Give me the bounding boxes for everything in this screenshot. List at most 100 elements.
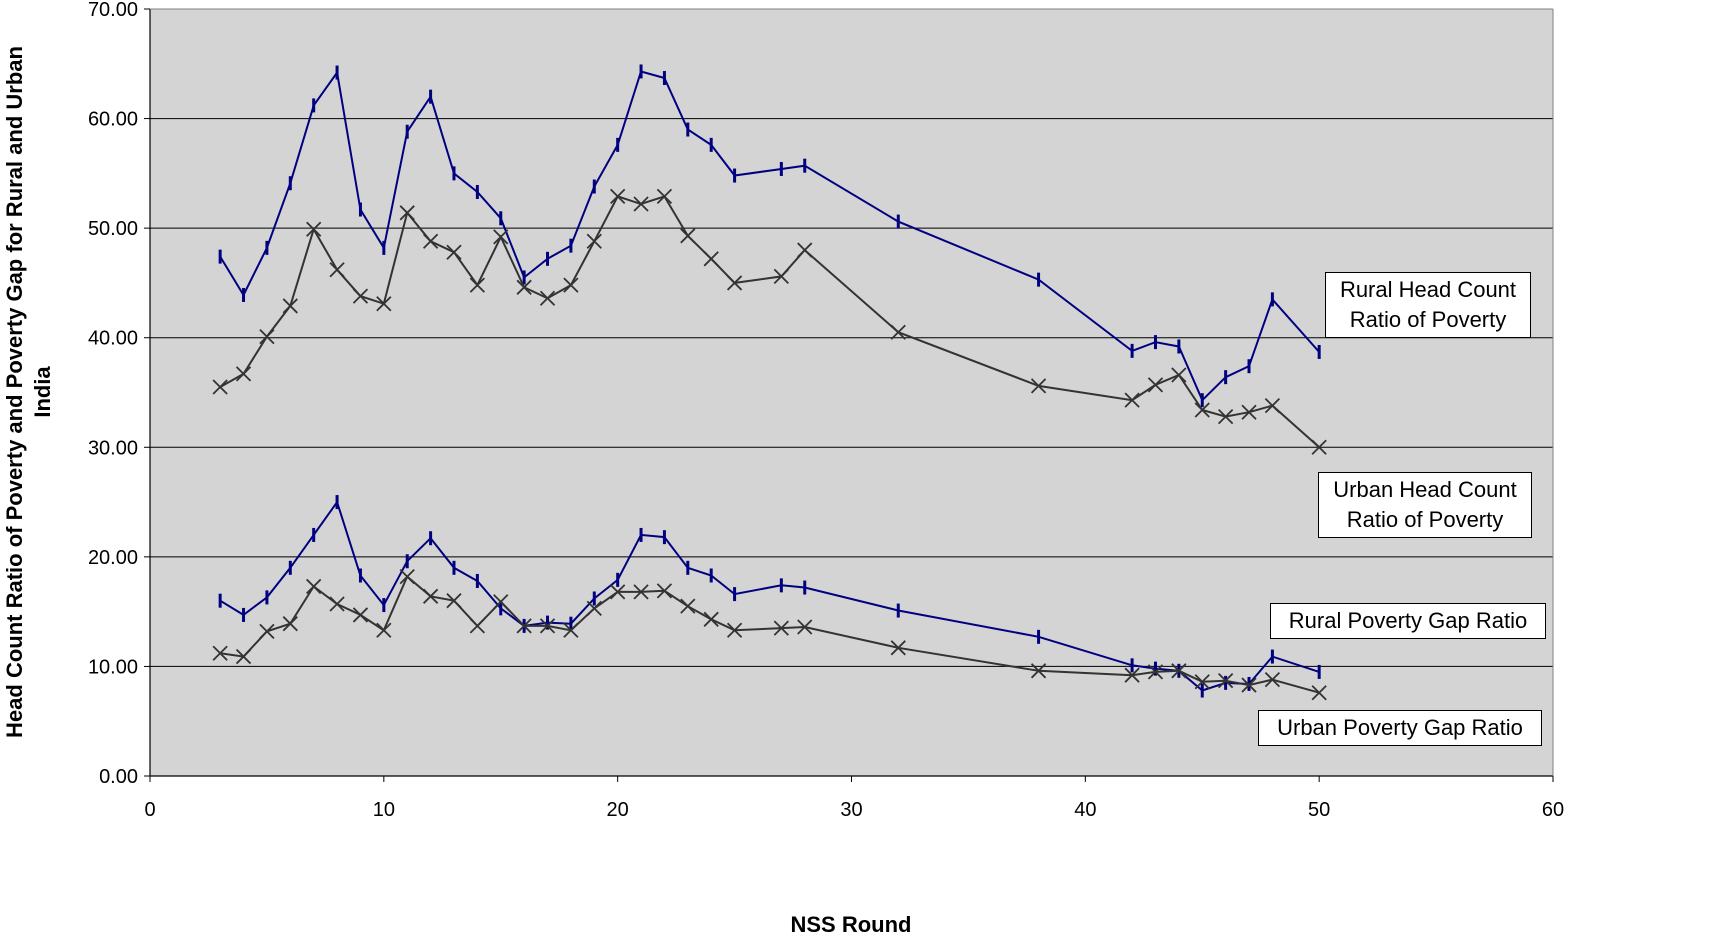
data-point-marker (446, 244, 462, 260)
data-point-marker (726, 275, 743, 291)
x-axis-title: NSS Round (791, 912, 912, 937)
data-point-marker (376, 622, 392, 638)
data-point-marker (1124, 392, 1140, 408)
data-point-marker (1171, 367, 1187, 383)
data-point-marker (352, 288, 369, 304)
data-point-marker (1217, 408, 1234, 425)
data-point-marker (1311, 685, 1327, 701)
y-tick-label: 20.00 (88, 547, 138, 569)
data-point-marker (656, 583, 673, 599)
data-point-marker (399, 568, 415, 585)
data-point-marker (422, 233, 439, 249)
data-point-marker (563, 277, 579, 293)
data-point-marker (282, 616, 298, 632)
series-group (212, 64, 1327, 701)
data-point-marker (610, 584, 626, 600)
data-point-marker (610, 188, 626, 205)
data-point-marker (1194, 402, 1210, 418)
data-point-marker (773, 268, 789, 284)
x-tick-label: 10 (373, 799, 395, 821)
data-point-marker (1217, 673, 1234, 689)
data-point-marker (1147, 664, 1164, 680)
x-tick-label: 30 (840, 799, 862, 821)
x-tick-label: 20 (607, 799, 629, 821)
data-point-marker (656, 188, 673, 205)
y-tick-label: 40.00 (88, 328, 138, 350)
data-point-marker (493, 229, 509, 245)
callout-rural-poverty-gap: Rural Poverty Gap Ratio (1270, 603, 1546, 639)
data-point-marker (633, 584, 649, 600)
y-tick-label: 60.00 (88, 109, 138, 131)
x-tick-label: 40 (1074, 799, 1096, 821)
data-point-marker (329, 596, 345, 612)
data-point-marker (1264, 671, 1281, 688)
data-point-marker (539, 290, 556, 306)
data-point-marker (773, 620, 789, 636)
data-point-marker (680, 228, 696, 244)
data-point-marker (282, 298, 298, 314)
callout-line: Ratio of Poverty (1346, 507, 1504, 532)
data-point-marker (1264, 398, 1281, 414)
data-point-marker (539, 618, 556, 634)
y-tick-label: 70.00 (88, 0, 138, 21)
data-point-marker (1311, 439, 1327, 455)
series-3 (218, 495, 1321, 698)
data-point-marker (1194, 674, 1210, 690)
y-axis-ticks: 0.00 10.00 20.00 30.00 40.00 50.00 60.00 70.00 (88, 0, 150, 788)
data-point-marker (469, 618, 486, 634)
data-point-marker (212, 379, 228, 395)
plot-area (150, 9, 1553, 776)
data-point-marker (890, 640, 906, 656)
data-point-marker (1030, 663, 1047, 679)
y-tick-label: 50.00 (88, 218, 138, 240)
series-1 (218, 64, 1321, 408)
callout-line: Urban Head Count (1333, 477, 1517, 502)
data-point-marker (516, 279, 532, 295)
data-point-marker (235, 366, 252, 382)
data-point-marker (306, 221, 322, 237)
data-point-marker (1171, 663, 1187, 679)
x-tick-label: 60 (1542, 799, 1564, 821)
data-point-marker (446, 593, 462, 609)
data-point-marker (563, 622, 579, 638)
data-point-marker (493, 594, 509, 610)
x-tick-label: 0 (144, 799, 155, 821)
data-point-marker (703, 611, 719, 627)
data-point-marker (329, 262, 345, 278)
callout-rural-head-count: Rural Head Count Ratio of Poverty (1325, 272, 1531, 338)
data-point-marker (586, 600, 602, 616)
data-point-marker (516, 618, 532, 634)
y-tick-label: 0.00 (99, 766, 138, 788)
y-axis-title-line-2: India (30, 366, 55, 418)
data-point-marker (703, 251, 719, 267)
callout-line: Rural Poverty Gap Ratio (1288, 608, 1528, 633)
data-point-marker (1124, 667, 1140, 683)
data-point-marker (352, 607, 369, 623)
data-point-marker (1241, 404, 1257, 420)
data-point-marker (1241, 677, 1257, 693)
data-point-marker (1030, 378, 1047, 394)
data-point-marker (586, 233, 602, 249)
data-point-marker (680, 598, 696, 614)
data-point-marker (259, 328, 275, 345)
x-axis-ticks: 0 10 20 30 40 50 60 (144, 776, 1564, 821)
data-point-marker (797, 242, 813, 258)
data-point-marker (726, 622, 743, 638)
callout-line: Urban Poverty Gap Ratio (1277, 715, 1523, 740)
data-point-marker (259, 623, 275, 640)
data-point-marker (469, 277, 486, 293)
data-point-marker (235, 648, 252, 665)
y-tick-label: 30.00 (88, 437, 138, 459)
data-point-marker (890, 324, 906, 340)
callout-urban-head-count: Urban Head Count Ratio of Poverty (1318, 472, 1532, 538)
data-point-marker (306, 578, 322, 595)
callout-line: Rural Head Count (1339, 277, 1517, 302)
data-point-marker (797, 619, 813, 635)
y-axis-title-line-1: Head Count Ratio of Poverty and Poverty … (2, 46, 27, 738)
callout-line: Ratio of Poverty (1349, 307, 1507, 332)
data-point-marker (1147, 377, 1164, 393)
data-point-marker (633, 196, 649, 212)
data-point-marker (399, 205, 415, 221)
data-point-marker (376, 296, 392, 312)
